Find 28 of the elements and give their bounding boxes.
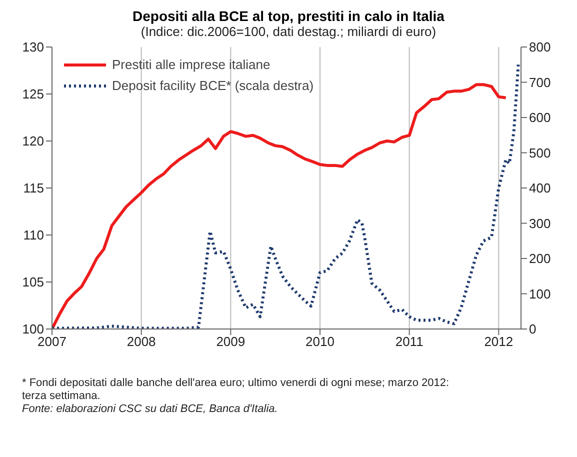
y2-tick-label: 100 bbox=[529, 286, 551, 302]
y-tick-label: 120 bbox=[22, 134, 44, 149]
chart-subtitle: (Indice: dic.2006=100, dati destag.; miliardi di euro) bbox=[140, 24, 438, 39]
y2-tick-label: 800 bbox=[529, 40, 551, 55]
x-tick-label: 2011 bbox=[395, 334, 424, 350]
y-tick-label: 105 bbox=[22, 274, 44, 290]
y2-tick-label: 700 bbox=[529, 74, 551, 90]
x-tick-label: 2012 bbox=[484, 334, 514, 350]
x-tick-label: 2010 bbox=[306, 334, 334, 350]
y2-tick-label: 200 bbox=[529, 251, 551, 266]
y2-tick-label: 0 bbox=[529, 322, 536, 337]
x-tick-label: 2007 bbox=[38, 334, 66, 350]
x-tick-label: 2009 bbox=[216, 334, 246, 350]
y-tick-label: 100 bbox=[22, 322, 44, 337]
y2-tick-label: 600 bbox=[529, 110, 551, 126]
y2-tick-label: 400 bbox=[529, 180, 551, 196]
y2-tick-label: 500 bbox=[529, 145, 551, 160]
text: * Fondi depositati dalle banche dell'area euro; ultimo venerdi di ogni mese; marzo 2012: terza settimana. bbox=[22, 377, 450, 404]
y-tick-label: 130 bbox=[22, 40, 44, 55]
y-tick-label: 115 bbox=[23, 180, 44, 196]
source-note: Fonte: elaborazioni CSC su dati BCE, Banca d'Italia. bbox=[22, 403, 279, 417]
legend-label: Deposit facility BCE* (scala destra) bbox=[112, 78, 314, 93]
y-tick-label: 125 bbox=[22, 86, 44, 102]
y2-tick-label: 300 bbox=[529, 216, 551, 231]
legend-label: Prestiti alle imprese italiane bbox=[112, 57, 270, 72]
y-tick-label: 110 bbox=[23, 228, 44, 243]
x-tick-label: 2008 bbox=[126, 334, 156, 350]
chart-title: Depositi alla BCE al top, prestiti in calo in Italia bbox=[132, 8, 446, 24]
